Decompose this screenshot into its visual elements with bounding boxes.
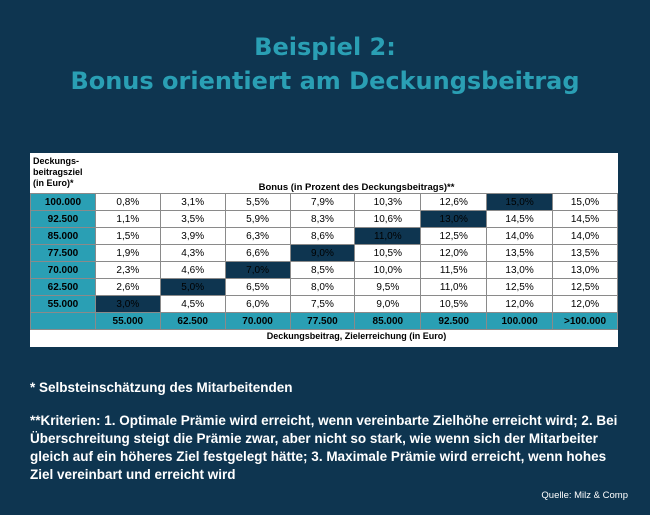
title-line-2: Bonus orientiert am Deckungsbeitrag [70,67,580,95]
table-cell: 6,5% [224,278,291,296]
table-cell: 8,3% [289,210,356,228]
table-row: 55.000 3,0% 4,5% 6,0% 7,5% 9,0% 10,5% 12,0% 12,0… [30,295,618,313]
column-label: 70.000 [224,312,291,330]
table-cell: 3,5% [159,210,226,228]
table-cell: 12,5% [420,227,488,245]
table-cell: 7,9% [289,193,356,211]
table-cell: 9,0% [354,295,422,313]
table-cell: 13,5% [552,244,618,262]
page-title: Beispiel 2: Bonus orientiert am Deckungs… [0,30,650,98]
table-cell: 6,0% [224,295,291,313]
table-cell: 4,3% [159,244,226,262]
table-cell: 5,9% [224,210,291,228]
table-cell-highlighted: 3,0% [94,295,161,313]
row-label: 70.000 [30,261,96,279]
x-axis-label: Deckungsbeitrag, Zielerreichung (in Euro… [266,331,447,341]
row-label: 100.000 [30,193,96,211]
table-cell: 12,6% [420,193,488,211]
table-row: 77.500 1,9% 4,3% 6,6% 9,0% 10,5% 12,0% 13,5% 13,… [30,244,618,262]
row-label: 55.000 [30,295,96,313]
column-label: 55.000 [94,312,161,330]
bonus-table: 100.000 0,8% 3,1% 5,5% 7,9% 10,3% 12,6% 15,0% 15… [30,193,618,330]
table-cell: 7,5% [289,295,356,313]
table-cell-highlighted: 5,0% [159,278,226,296]
table-cell-highlighted: 7,0% [224,261,291,279]
table-cell: 5,5% [224,193,291,211]
table-cell: 14,0% [552,227,618,245]
table-cell: 12,0% [486,295,554,313]
source-credit: Quelle: Milz & Comp [541,490,628,501]
table-cell: 2,3% [94,261,161,279]
table-row: 92.500 1,1% 3,5% 5,9% 8,3% 10,6% 13,0% 14,5% 14,… [30,210,618,228]
table-cell: 1,1% [94,210,161,228]
table-cell: 4,5% [159,295,226,313]
table-cell: 8,5% [289,261,356,279]
table-cell: 3,9% [159,227,226,245]
table-cell: 12,0% [420,244,488,262]
table-cell: 1,5% [94,227,161,245]
column-label: 92.500 [420,312,488,330]
column-header-row: 55.000 62.500 70.000 77.500 85.000 92.500 100.… [30,312,618,330]
column-label: 100.000 [486,312,554,330]
table-cell: 10,5% [420,295,488,313]
table-cell: 13,0% [486,261,554,279]
footnote-criteria: **Kriterien: 1. Optimale Prämie wird err… [30,413,618,482]
row-label: 85.000 [30,227,96,245]
table-row: 100.000 0,8% 3,1% 5,5% 7,9% 10,3% 12,6% 15,0% 15… [30,193,618,211]
bonus-header-label: Bonus (in Prozent des Deckungsbeitrags)*… [258,182,455,193]
corner-cell [30,312,96,330]
table-cell-highlighted: 15,0% [486,193,554,211]
table-cell: 6,6% [224,244,291,262]
table-cell: 8,6% [289,227,356,245]
table-cell: 0,8% [94,193,161,211]
table-cell: 4,6% [159,261,226,279]
table-cell: 14,5% [486,210,554,228]
table-cell: 10,5% [354,244,422,262]
row-label: 92.500 [30,210,96,228]
table-cell: 11,5% [420,261,488,279]
table-cell-highlighted: 13,0% [420,210,488,228]
table-cell: 14,5% [552,210,618,228]
table-cell-highlighted: 9,0% [289,244,356,262]
table-row: 70.000 2,3% 4,6% 7,0% 8,5% 10,0% 11,5% 13,0% 13,… [30,261,618,279]
table-cell: 12,5% [552,278,618,296]
table-cell: 12,5% [486,278,554,296]
table-cell: 2,6% [94,278,161,296]
title-line-1: Beispiel 2: [254,33,396,61]
table-cell: 6,3% [224,227,291,245]
table-row: 62.500 2,6% 5,0% 6,5% 8,0% 9,5% 11,0% 12,5% 12,5… [30,278,618,296]
y-axis-label: Deckungs-beitragsziel (in Euro)* [33,156,83,188]
table-cell-highlighted: 11,0% [354,227,422,245]
table-cell: 14,0% [486,227,554,245]
table-cell: 10,6% [354,210,422,228]
row-label: 77.500 [30,244,96,262]
table-row: 85.000 1,5% 3,9% 6,3% 8,6% 11,0% 12,5% 14,0% 14,… [30,227,618,245]
bonus-table-card: Deckungs-beitragsziel (in Euro)* Bonus (… [30,153,618,347]
table-cell: 1,9% [94,244,161,262]
column-label: 85.000 [354,312,422,330]
table-cell: 11,0% [420,278,488,296]
table-cell: 8,0% [289,278,356,296]
table-cell: 12,0% [552,295,618,313]
footnote-self-assessment: * Selbsteinschätzung des Mitarbeitenden [30,380,293,395]
row-label: 62.500 [30,278,96,296]
table-cell: 3,1% [159,193,226,211]
column-label: 77.500 [289,312,356,330]
table-cell: 9,5% [354,278,422,296]
table-cell: 13,0% [552,261,618,279]
table-cell: 10,0% [354,261,422,279]
column-label: 62.500 [159,312,226,330]
table-cell: 13,5% [486,244,554,262]
table-cell: 15,0% [552,193,618,211]
column-label: >100.000 [552,312,618,330]
table-cell: 10,3% [354,193,422,211]
